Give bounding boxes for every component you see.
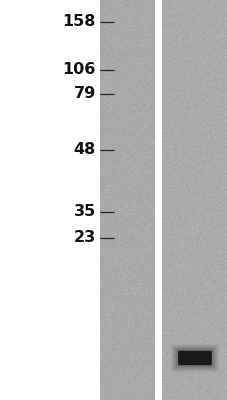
FancyBboxPatch shape <box>177 351 211 365</box>
Bar <box>154 0 161 400</box>
FancyBboxPatch shape <box>170 344 218 372</box>
FancyBboxPatch shape <box>171 345 217 371</box>
FancyBboxPatch shape <box>173 346 215 370</box>
FancyBboxPatch shape <box>175 349 213 367</box>
Text: 79: 79 <box>73 86 95 102</box>
Bar <box>0 0 100 400</box>
Bar <box>161 0 227 400</box>
Text: 48: 48 <box>73 142 95 158</box>
Text: 158: 158 <box>62 14 95 30</box>
Text: 23: 23 <box>73 230 95 246</box>
Text: 106: 106 <box>62 62 95 78</box>
Bar <box>100 0 154 400</box>
FancyBboxPatch shape <box>174 348 214 368</box>
Text: 35: 35 <box>73 204 95 220</box>
